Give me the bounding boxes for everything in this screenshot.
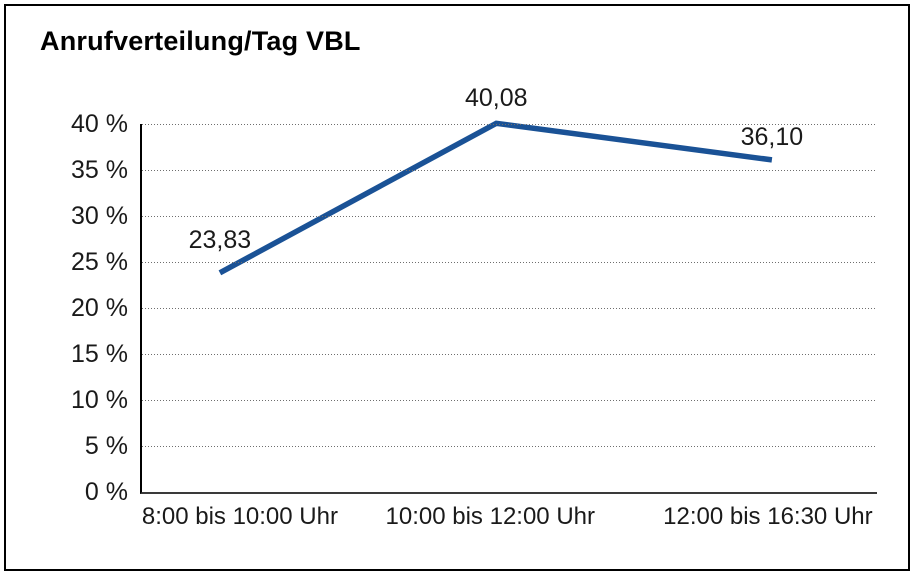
y-tick-label: 10 %	[71, 386, 128, 414]
x-tick-label: 10:00 bis 12:00 Uhr	[385, 503, 595, 530]
gridline	[142, 399, 877, 402]
series-polyline	[218, 120, 773, 276]
y-tick-label: 15 %	[71, 340, 128, 368]
chart-title: Anrufverteilung/Tag VBL	[40, 26, 361, 56]
y-tick-label: 0 %	[84, 478, 128, 506]
y-tick-label: 25 %	[71, 248, 128, 276]
x-tick-label: 8:00 bis 10:00 Uhr	[141, 503, 338, 530]
plot-area: 23,83 40,08 36,10	[140, 84, 877, 494]
data-point-label: 36,10	[740, 122, 804, 151]
gridline	[142, 307, 877, 310]
gridline	[142, 445, 877, 448]
gridline	[142, 123, 877, 126]
gridline	[142, 215, 877, 218]
x-tick-label: 12:00 bis 16:30 Uhr	[663, 503, 873, 530]
y-tick-label: 30 %	[71, 202, 128, 230]
y-tick-label: 20 %	[71, 294, 128, 322]
data-point-label: 23,83	[188, 225, 252, 254]
line-series	[218, 120, 773, 276]
gridline	[142, 261, 877, 264]
y-tick-label: 35 %	[71, 156, 128, 184]
y-tick-label: 40 %	[71, 110, 128, 138]
gridline	[142, 169, 877, 172]
gridline	[142, 353, 877, 356]
y-tick-label: 5 %	[84, 432, 128, 460]
data-point-label: 40,08	[464, 84, 528, 113]
